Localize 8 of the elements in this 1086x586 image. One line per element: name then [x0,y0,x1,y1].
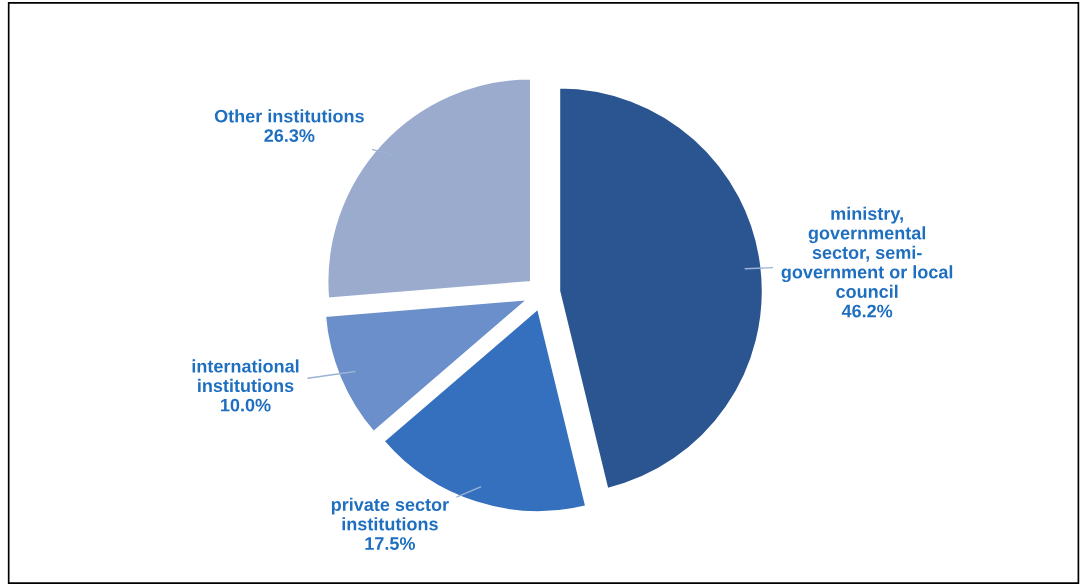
data-label: 10.0% [221,398,271,412]
data-label: 46.2% [841,304,893,318]
data-label: 26.3% [264,129,315,143]
slice-label: private sector institutions [331,497,449,531]
slice-label: Other institutions [214,109,364,123]
slice-label: ministry, governmental sector, semi- government or local council [781,206,953,298]
slice-label: international institutions [192,359,299,393]
data-label: 17.5% [365,537,416,550]
